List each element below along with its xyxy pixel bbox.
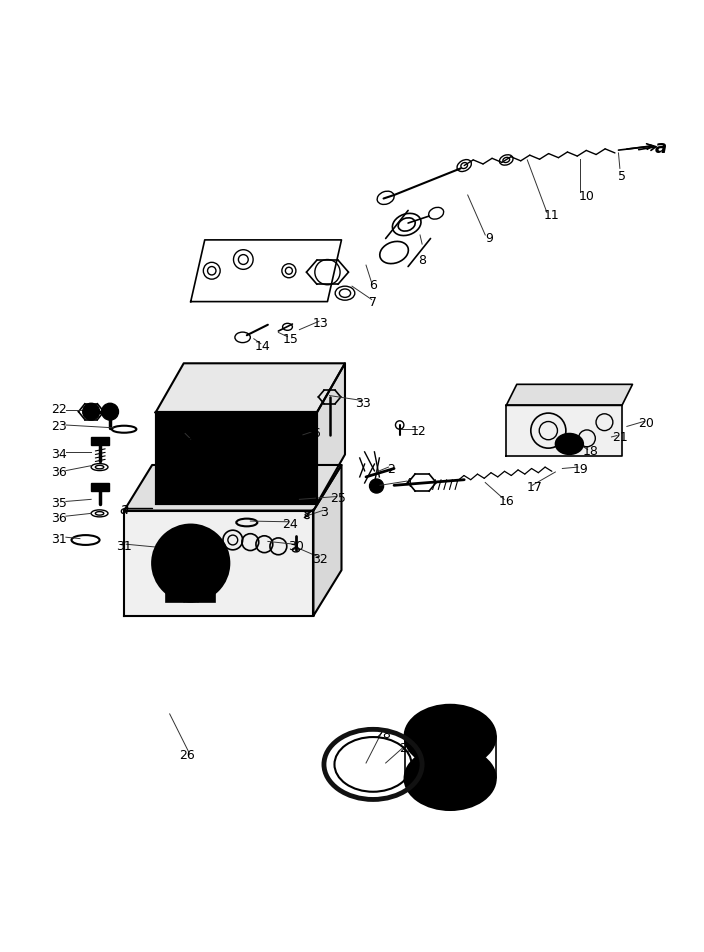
Text: 35: 35 [51,496,67,509]
Text: 6: 6 [369,279,377,292]
Circle shape [152,526,230,602]
Text: 11: 11 [544,208,560,222]
Text: 34: 34 [51,447,67,460]
Text: 16: 16 [498,495,514,507]
Text: 22: 22 [51,403,67,415]
Polygon shape [506,406,622,456]
Text: 9: 9 [485,231,493,245]
Ellipse shape [556,435,583,454]
Circle shape [173,448,194,469]
Text: 1: 1 [275,450,282,464]
Circle shape [210,450,241,481]
Text: 32: 32 [313,552,328,565]
Bar [156,413,317,504]
Text: 23: 23 [51,420,67,433]
Text: 25: 25 [330,492,346,505]
Circle shape [254,441,282,469]
Text: 31: 31 [51,532,67,545]
Text: 36: 36 [306,426,321,440]
Text: 28: 28 [376,727,391,741]
Polygon shape [156,364,345,413]
Text: 14: 14 [254,339,270,352]
Text: 8: 8 [418,254,426,267]
Polygon shape [313,466,341,616]
Ellipse shape [415,754,485,803]
Text: a: a [120,502,129,516]
Circle shape [217,456,235,475]
Ellipse shape [405,747,496,810]
Circle shape [370,480,384,493]
Text: 5: 5 [618,169,626,183]
Text: 12: 12 [410,425,427,438]
Text: a: a [655,139,667,157]
Circle shape [83,404,99,421]
Circle shape [161,534,220,593]
Text: 27: 27 [460,763,476,775]
Bar [91,483,108,491]
Text: 30: 30 [288,540,304,552]
Bar [156,413,317,504]
Circle shape [166,441,201,476]
Text: 3: 3 [320,506,328,519]
Polygon shape [124,466,341,511]
Text: 4: 4 [404,477,412,489]
Text: 26: 26 [180,748,195,762]
Polygon shape [506,385,632,406]
Text: 33: 33 [356,397,371,409]
Ellipse shape [405,705,496,768]
Text: 13: 13 [313,317,328,329]
Text: 36: 36 [51,511,67,525]
Polygon shape [317,364,345,504]
Text: 7: 7 [369,296,377,308]
Circle shape [260,446,276,464]
Text: 31: 31 [116,540,132,552]
Text: 3: 3 [185,429,194,442]
Text: 15: 15 [282,332,298,346]
Circle shape [101,404,118,421]
Polygon shape [124,511,313,616]
Ellipse shape [429,722,471,751]
Text: 10: 10 [579,189,595,202]
Ellipse shape [429,764,471,793]
Circle shape [179,453,189,464]
Text: 17: 17 [527,481,542,494]
Circle shape [290,460,315,486]
Text: 20: 20 [639,416,655,429]
Text: 19: 19 [573,463,589,475]
Bar [91,438,108,446]
Text: 29: 29 [399,742,415,754]
Text: 18: 18 [582,445,598,457]
Text: 36: 36 [51,466,67,479]
Bar [166,564,215,602]
Text: 2: 2 [386,463,394,475]
Text: 21: 21 [612,430,628,444]
Text: 24: 24 [282,517,298,530]
